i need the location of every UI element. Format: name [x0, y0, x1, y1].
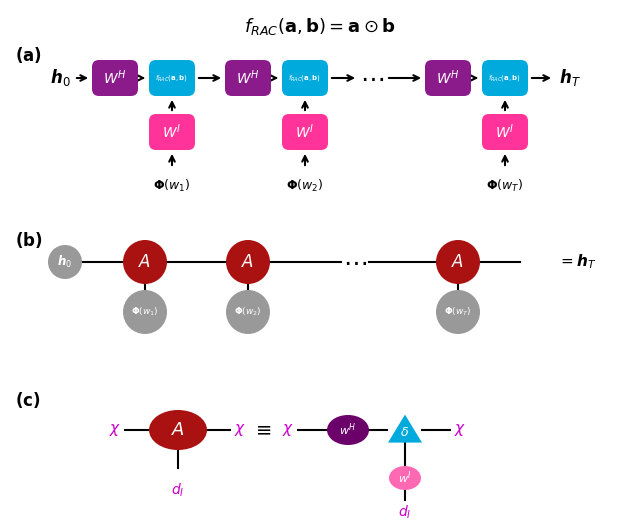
Text: $\boldsymbol{\Phi}(w_T)$: $\boldsymbol{\Phi}(w_T)$	[486, 178, 524, 194]
Text: $\cdots$: $\cdots$	[360, 66, 384, 90]
Text: $\boldsymbol{\Phi}(w_1)$: $\boldsymbol{\Phi}(w_1)$	[153, 178, 191, 194]
Text: $\chi$: $\chi$	[109, 422, 121, 438]
Text: $\chi$: $\chi$	[234, 422, 246, 438]
Circle shape	[226, 290, 270, 334]
Text: $\boldsymbol{\Phi}(w_2)$: $\boldsymbol{\Phi}(w_2)$	[234, 306, 262, 318]
Text: $\boldsymbol{h}_0$: $\boldsymbol{h}_0$	[58, 254, 72, 270]
FancyBboxPatch shape	[482, 60, 528, 96]
Text: $W^H$: $W^H$	[236, 69, 260, 87]
FancyBboxPatch shape	[149, 114, 195, 150]
FancyBboxPatch shape	[92, 60, 138, 96]
Text: $f_{RAC}(\mathbf{a},\mathbf{b})$: $f_{RAC}(\mathbf{a},\mathbf{b})$	[156, 73, 189, 83]
Text: $f_{RAC}(\mathbf{a},\mathbf{b})$: $f_{RAC}(\mathbf{a},\mathbf{b})$	[488, 73, 522, 83]
FancyBboxPatch shape	[149, 60, 195, 96]
Circle shape	[48, 245, 82, 279]
Text: $\chi$: $\chi$	[454, 422, 466, 438]
Ellipse shape	[327, 415, 369, 445]
Text: $\boldsymbol{h}_T$: $\boldsymbol{h}_T$	[559, 67, 581, 89]
Text: $\boldsymbol{h}_0$: $\boldsymbol{h}_0$	[50, 67, 70, 89]
Text: $A$: $A$	[171, 421, 185, 439]
Text: $\boldsymbol{\Phi}(w_T)$: $\boldsymbol{\Phi}(w_T)$	[444, 306, 472, 318]
Text: $A$: $A$	[451, 253, 465, 271]
FancyBboxPatch shape	[282, 114, 328, 150]
Text: $\delta$: $\delta$	[401, 425, 410, 438]
Circle shape	[123, 290, 167, 334]
Text: $\boldsymbol{\Phi}(w_1)$: $\boldsymbol{\Phi}(w_1)$	[131, 306, 159, 318]
Text: $w^I$: $w^I$	[398, 470, 412, 487]
Text: $W^I$: $W^I$	[495, 123, 515, 141]
Circle shape	[436, 290, 480, 334]
Text: $\bf{(b)}$: $\bf{(b)}$	[15, 230, 43, 250]
Text: $d_I$: $d_I$	[172, 482, 185, 500]
Text: $A$: $A$	[241, 253, 255, 271]
Text: $\boldsymbol{\Phi}(w_2)$: $\boldsymbol{\Phi}(w_2)$	[286, 178, 324, 194]
FancyBboxPatch shape	[282, 60, 328, 96]
Text: $A$: $A$	[138, 253, 152, 271]
Text: $\equiv$: $\equiv$	[252, 421, 272, 440]
Text: $f_{RAC}(\mathbf{a},\mathbf{b})$: $f_{RAC}(\mathbf{a},\mathbf{b})$	[289, 73, 321, 83]
Circle shape	[436, 240, 480, 284]
Circle shape	[123, 240, 167, 284]
Text: $= \boldsymbol{h}_T$: $= \boldsymbol{h}_T$	[558, 253, 597, 271]
Text: $\chi$: $\chi$	[282, 422, 294, 438]
Text: $W^H$: $W^H$	[103, 69, 127, 87]
FancyBboxPatch shape	[482, 114, 528, 150]
Polygon shape	[388, 414, 422, 443]
Text: $\cdots$: $\cdots$	[343, 250, 367, 274]
Ellipse shape	[149, 410, 207, 450]
Text: $d_I$: $d_I$	[398, 504, 412, 521]
Ellipse shape	[389, 466, 421, 490]
Circle shape	[226, 240, 270, 284]
Text: $\bf{(c)}$: $\bf{(c)}$	[15, 390, 40, 410]
Text: $W^I$: $W^I$	[163, 123, 182, 141]
Text: $W^H$: $W^H$	[436, 69, 460, 87]
FancyBboxPatch shape	[225, 60, 271, 96]
Text: $\bf{(a)}$: $\bf{(a)}$	[15, 45, 42, 65]
FancyBboxPatch shape	[425, 60, 471, 96]
Text: $w^H$: $w^H$	[339, 422, 356, 438]
Text: $W^I$: $W^I$	[296, 123, 315, 141]
Text: $f_{RAC}(\mathbf{a}, \mathbf{b}) = \mathbf{a} \odot \mathbf{b}$: $f_{RAC}(\mathbf{a}, \mathbf{b}) = \math…	[244, 16, 396, 37]
